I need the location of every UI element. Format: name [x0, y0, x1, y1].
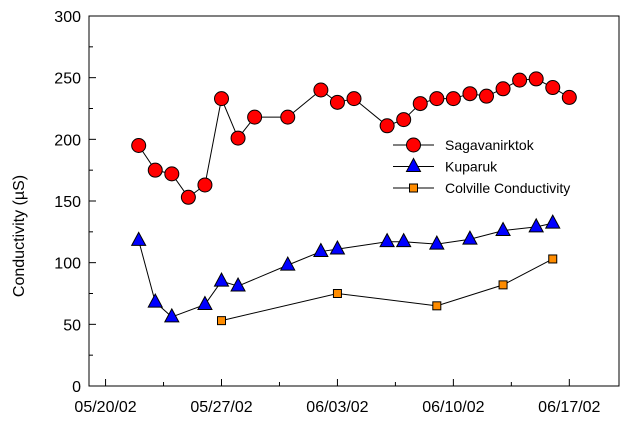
- data-point: [544, 214, 561, 229]
- legend-entry: Sagavanirktok: [393, 137, 535, 153]
- data-point: [395, 232, 412, 248]
- series-line: [221, 258, 553, 322]
- data-point: [280, 109, 296, 125]
- plot-area-frame: [88, 15, 620, 387]
- data-point: [329, 239, 346, 255]
- series-sagavanirktok: [131, 71, 577, 205]
- data-point: [412, 96, 428, 112]
- legend-entry: Colville Conductivity: [393, 180, 570, 196]
- data-point: [346, 91, 362, 107]
- data-point: [429, 91, 445, 107]
- data-point: [214, 91, 229, 107]
- x-tick-label: 05/27/02: [190, 399, 252, 416]
- legend-label: Sagavanirktok: [445, 137, 535, 153]
- data-point: [247, 109, 263, 125]
- data-point: [197, 295, 213, 311]
- legend-marker: [409, 183, 418, 193]
- data-point: [163, 307, 180, 323]
- data-point: [528, 217, 545, 233]
- y-axis-label: Conductivity (µS): [11, 175, 28, 297]
- series-line: [138, 222, 553, 318]
- data-point: [462, 86, 478, 102]
- data-point: [217, 316, 226, 326]
- y-tick-label: 300: [54, 9, 81, 26]
- x-tick-label: 05/20/02: [74, 399, 136, 416]
- data-point: [180, 189, 196, 205]
- data-point: [545, 80, 561, 96]
- data-point: [495, 81, 511, 97]
- y-tick-label: 100: [54, 256, 81, 273]
- data-point: [528, 71, 544, 87]
- data-point: [462, 230, 478, 245]
- series-kuparuk: [130, 214, 561, 323]
- data-point: [279, 256, 296, 271]
- y-tick-label: 50: [63, 317, 81, 334]
- data-point: [313, 242, 329, 258]
- data-point: [379, 232, 395, 248]
- data-point: [432, 301, 442, 311]
- legend-label: Kuparuk: [445, 159, 498, 175]
- legend-marker: [406, 137, 421, 153]
- data-point: [230, 130, 246, 146]
- x-tick-label: 06/03/02: [306, 399, 368, 416]
- data-point: [512, 72, 528, 88]
- data-point: [213, 272, 230, 287]
- legend-entry: Kuparuk: [393, 157, 498, 175]
- data-point: [495, 221, 511, 237]
- x-tick-label: 06/10/02: [422, 399, 484, 416]
- data-point: [396, 112, 412, 128]
- data-point: [164, 166, 180, 182]
- y-tick-label: 0: [72, 379, 81, 396]
- data-point: [332, 289, 342, 298]
- data-point: [130, 231, 147, 246]
- legend-marker: [405, 157, 422, 172]
- y-tick-label: 250: [54, 71, 81, 88]
- x-tick-label: 06/17/02: [538, 399, 600, 416]
- data-point: [197, 177, 213, 193]
- y-tick-label: 200: [54, 132, 81, 149]
- data-point: [379, 118, 395, 134]
- data-point: [479, 88, 494, 104]
- data-point: [147, 293, 164, 308]
- data-point: [131, 138, 147, 153]
- data-point: [230, 276, 246, 292]
- series-colville-conductivity: [217, 254, 558, 326]
- legend-label: Colville Conductivity: [445, 180, 570, 196]
- y-tick-label: 150: [54, 194, 81, 211]
- data-point: [428, 235, 445, 250]
- data-point: [147, 162, 163, 178]
- data-point: [445, 91, 461, 107]
- data-point: [561, 89, 577, 105]
- data-point: [313, 82, 329, 98]
- data-point: [498, 280, 508, 290]
- data-point: [548, 254, 558, 264]
- data-point: [329, 94, 345, 110]
